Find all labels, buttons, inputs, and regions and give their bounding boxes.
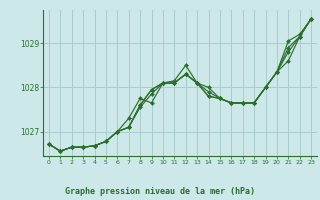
Text: Graphe pression niveau de la mer (hPa): Graphe pression niveau de la mer (hPa) bbox=[65, 187, 255, 196]
